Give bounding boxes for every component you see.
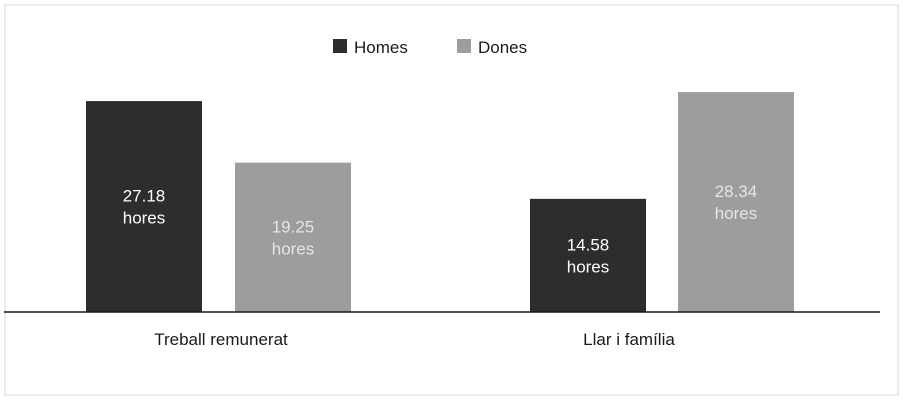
category-label-treball-remunerat: Treball remunerat	[154, 330, 288, 349]
legend-label-homes: Homes	[354, 38, 408, 57]
legend-label-dones: Dones	[478, 38, 527, 57]
bar-homes-llar-i-familia	[530, 198, 646, 312]
bar-homes-treball-remunerat	[86, 101, 202, 313]
bar-value-label: hores	[123, 209, 166, 228]
bars	[86, 92, 794, 313]
legend-swatch-dones	[457, 39, 471, 53]
bar-labels: 27.18 hores 14.58 hores 19.25 hores 28.34 hores	[123, 182, 758, 276]
bar-value-label: hores	[567, 257, 610, 276]
bar-dones-treball-remunerat	[235, 162, 351, 312]
bar-value-label: 19.25	[272, 217, 315, 236]
bar-value-label: 14.58	[567, 235, 610, 254]
bar-value-label: 28.34	[715, 182, 758, 201]
bar-dones-llar-i-familia	[678, 92, 794, 312]
bar-value-label: hores	[715, 204, 758, 223]
legend-swatch-homes	[333, 39, 347, 53]
bar-value-label: 27.18	[123, 187, 166, 206]
bar-value-label: hores	[272, 239, 315, 258]
legend: Homes Dones	[333, 38, 527, 57]
category-label-llar-i-familia: Llar i família	[583, 330, 675, 349]
